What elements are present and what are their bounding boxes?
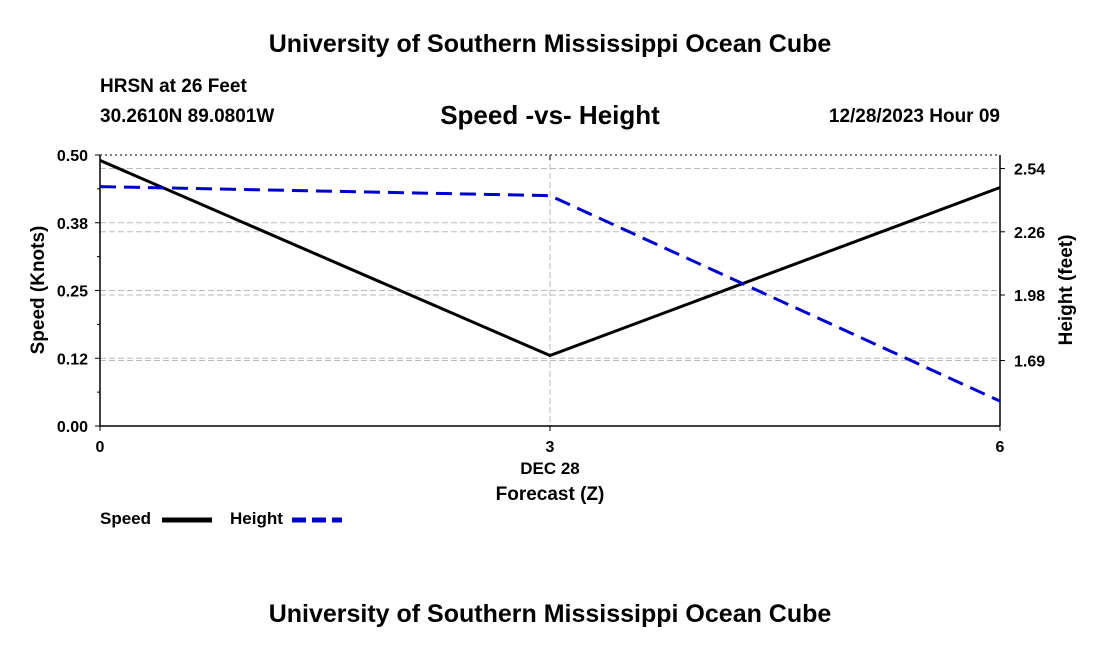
y2-axis-title: Height (feet) xyxy=(1056,235,1077,346)
y2-tick-label: 1.69 xyxy=(1014,354,1045,371)
coordinates-label: 30.2610N 89.0801W xyxy=(100,106,275,127)
speed-series-line xyxy=(99,159,1001,358)
height-series-line xyxy=(99,185,1001,403)
y-tick-label: 0.12 xyxy=(57,351,88,368)
x-tick-label: 0 xyxy=(96,439,105,456)
x-axis-date-label: DEC 28 xyxy=(520,459,580,478)
x-tick-label: 6 xyxy=(996,439,1005,456)
main-title: University of Southern Mississippi Ocean… xyxy=(268,30,832,58)
y-axis-title: Speed (Knots) xyxy=(28,226,49,355)
y-tick-label: 0.50 xyxy=(57,148,88,165)
y2-tick-label: 2.54 xyxy=(1014,162,1045,179)
axes-layer: 0.00 0.12 0.25 0.38 0.50 1.69 1.98 2.26 2.54 0 3 6 xyxy=(57,148,1045,456)
y-tick-label: 0.00 xyxy=(57,419,88,436)
y2-tick-label: 2.26 xyxy=(1014,225,1045,242)
x-axis-title: Forecast (Z) xyxy=(496,484,605,505)
chart-title: Speed -vs- Height xyxy=(440,100,660,130)
series-layer xyxy=(99,159,1001,403)
datetime-label: 12/28/2023 Hour 09 xyxy=(828,106,1000,127)
grid-layer xyxy=(100,154,1000,426)
footer-title: University of Southern Mississippi Ocean… xyxy=(268,600,832,628)
legend-speed-label: Speed xyxy=(100,509,152,528)
legend-height-label: Height xyxy=(230,509,283,528)
station-label: HRSN at 26 Feet xyxy=(100,76,247,97)
labels-layer: DEC 28 Forecast (Z) Speed (Knots) Height… xyxy=(28,226,1077,505)
y-tick-label: 0.25 xyxy=(57,284,88,301)
x-tick-label: 3 xyxy=(546,439,555,456)
y-tick-label: 0.38 xyxy=(57,216,88,233)
y2-tick-label: 1.98 xyxy=(1014,288,1045,305)
